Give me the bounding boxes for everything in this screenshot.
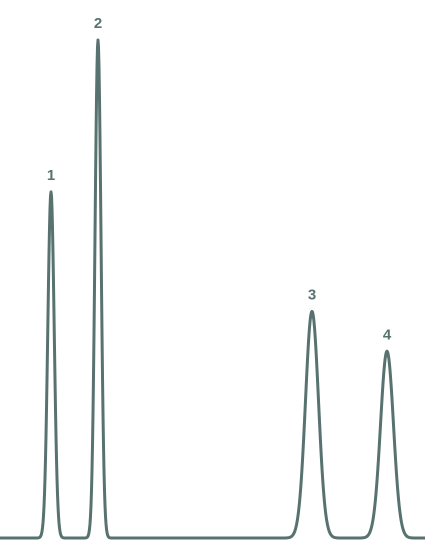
peak-label-4: 4 <box>383 326 392 343</box>
peak-label-2: 2 <box>94 15 102 32</box>
peak-label-1: 1 <box>47 167 55 184</box>
peak-label-3: 3 <box>308 286 316 303</box>
chromatogram-trace <box>0 38 425 540</box>
peak-labels: 1 2 3 4 <box>47 15 392 343</box>
